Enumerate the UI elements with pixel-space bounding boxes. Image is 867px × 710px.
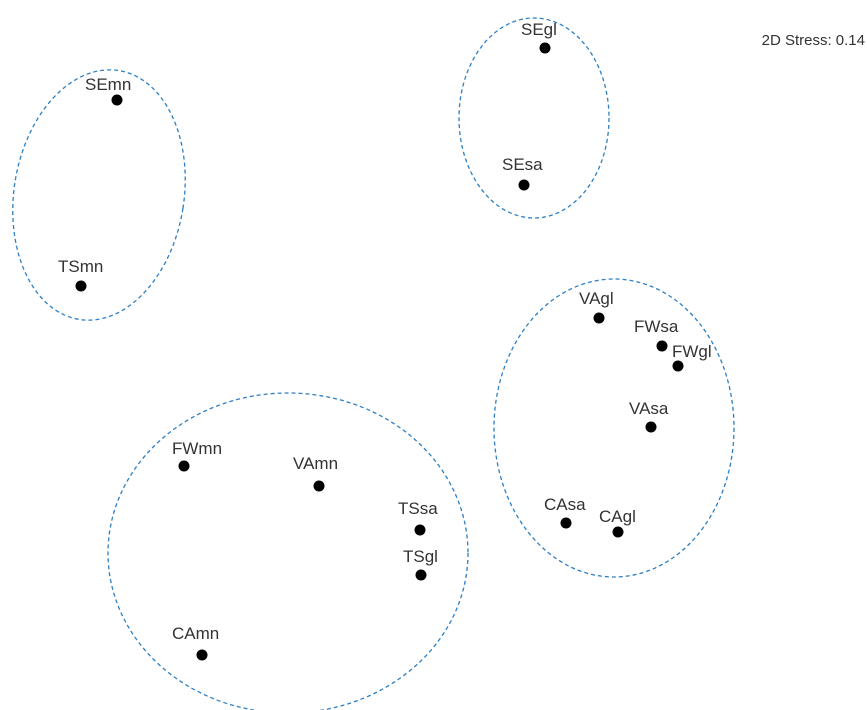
point-TSmn <box>75 280 87 292</box>
cluster-outline-1 <box>12 69 186 321</box>
point-SEsa <box>518 179 530 191</box>
point-label-TSgl: TSgl <box>403 547 438 566</box>
point-FWmn <box>178 460 190 472</box>
point-label-TSmn: TSmn <box>58 257 103 276</box>
point-label-FWsa: FWsa <box>634 317 679 336</box>
point-VAsa <box>645 421 657 433</box>
point-labels: SEmn TSmn SEgl SEsa VAgl FWsa FWgl VAsa CAsa CAgl… <box>58 20 712 643</box>
cluster-outline-4 <box>107 392 469 710</box>
point-CAsa <box>560 517 572 529</box>
point-SEgl <box>539 42 551 54</box>
point-label-SEsa: SEsa <box>502 155 543 174</box>
point-CAmn <box>196 649 208 661</box>
stress-value: 2D Stress: 0.14 <box>761 32 865 49</box>
point-label-CAgl: CAgl <box>599 507 636 526</box>
point-TSgl <box>415 569 427 581</box>
point-label-VAmn: VAmn <box>293 454 338 473</box>
point-VAgl <box>593 312 605 324</box>
cluster-outline-3 <box>493 278 735 578</box>
point-TSsa <box>414 524 426 536</box>
point-SEmn <box>111 94 123 106</box>
point-FWsa <box>656 340 668 352</box>
point-label-CAmn: CAmn <box>172 624 219 643</box>
point-VAmn <box>313 480 325 492</box>
cluster-outline-2 <box>458 17 610 219</box>
point-label-TSsa: TSsa <box>398 499 438 518</box>
cluster-outlines <box>12 17 735 710</box>
point-label-VAsa: VAsa <box>629 399 669 418</box>
point-label-FWgl: FWgl <box>672 342 712 361</box>
point-FWgl <box>672 360 684 372</box>
data-points <box>75 42 684 661</box>
point-CAgl <box>612 526 624 538</box>
point-label-SEgl: SEgl <box>521 20 557 39</box>
point-label-VAgl: VAgl <box>579 289 614 308</box>
point-label-FWmn: FWmn <box>172 439 222 458</box>
point-label-SEmn: SEmn <box>85 75 131 94</box>
point-label-CAsa: CAsa <box>544 495 586 514</box>
